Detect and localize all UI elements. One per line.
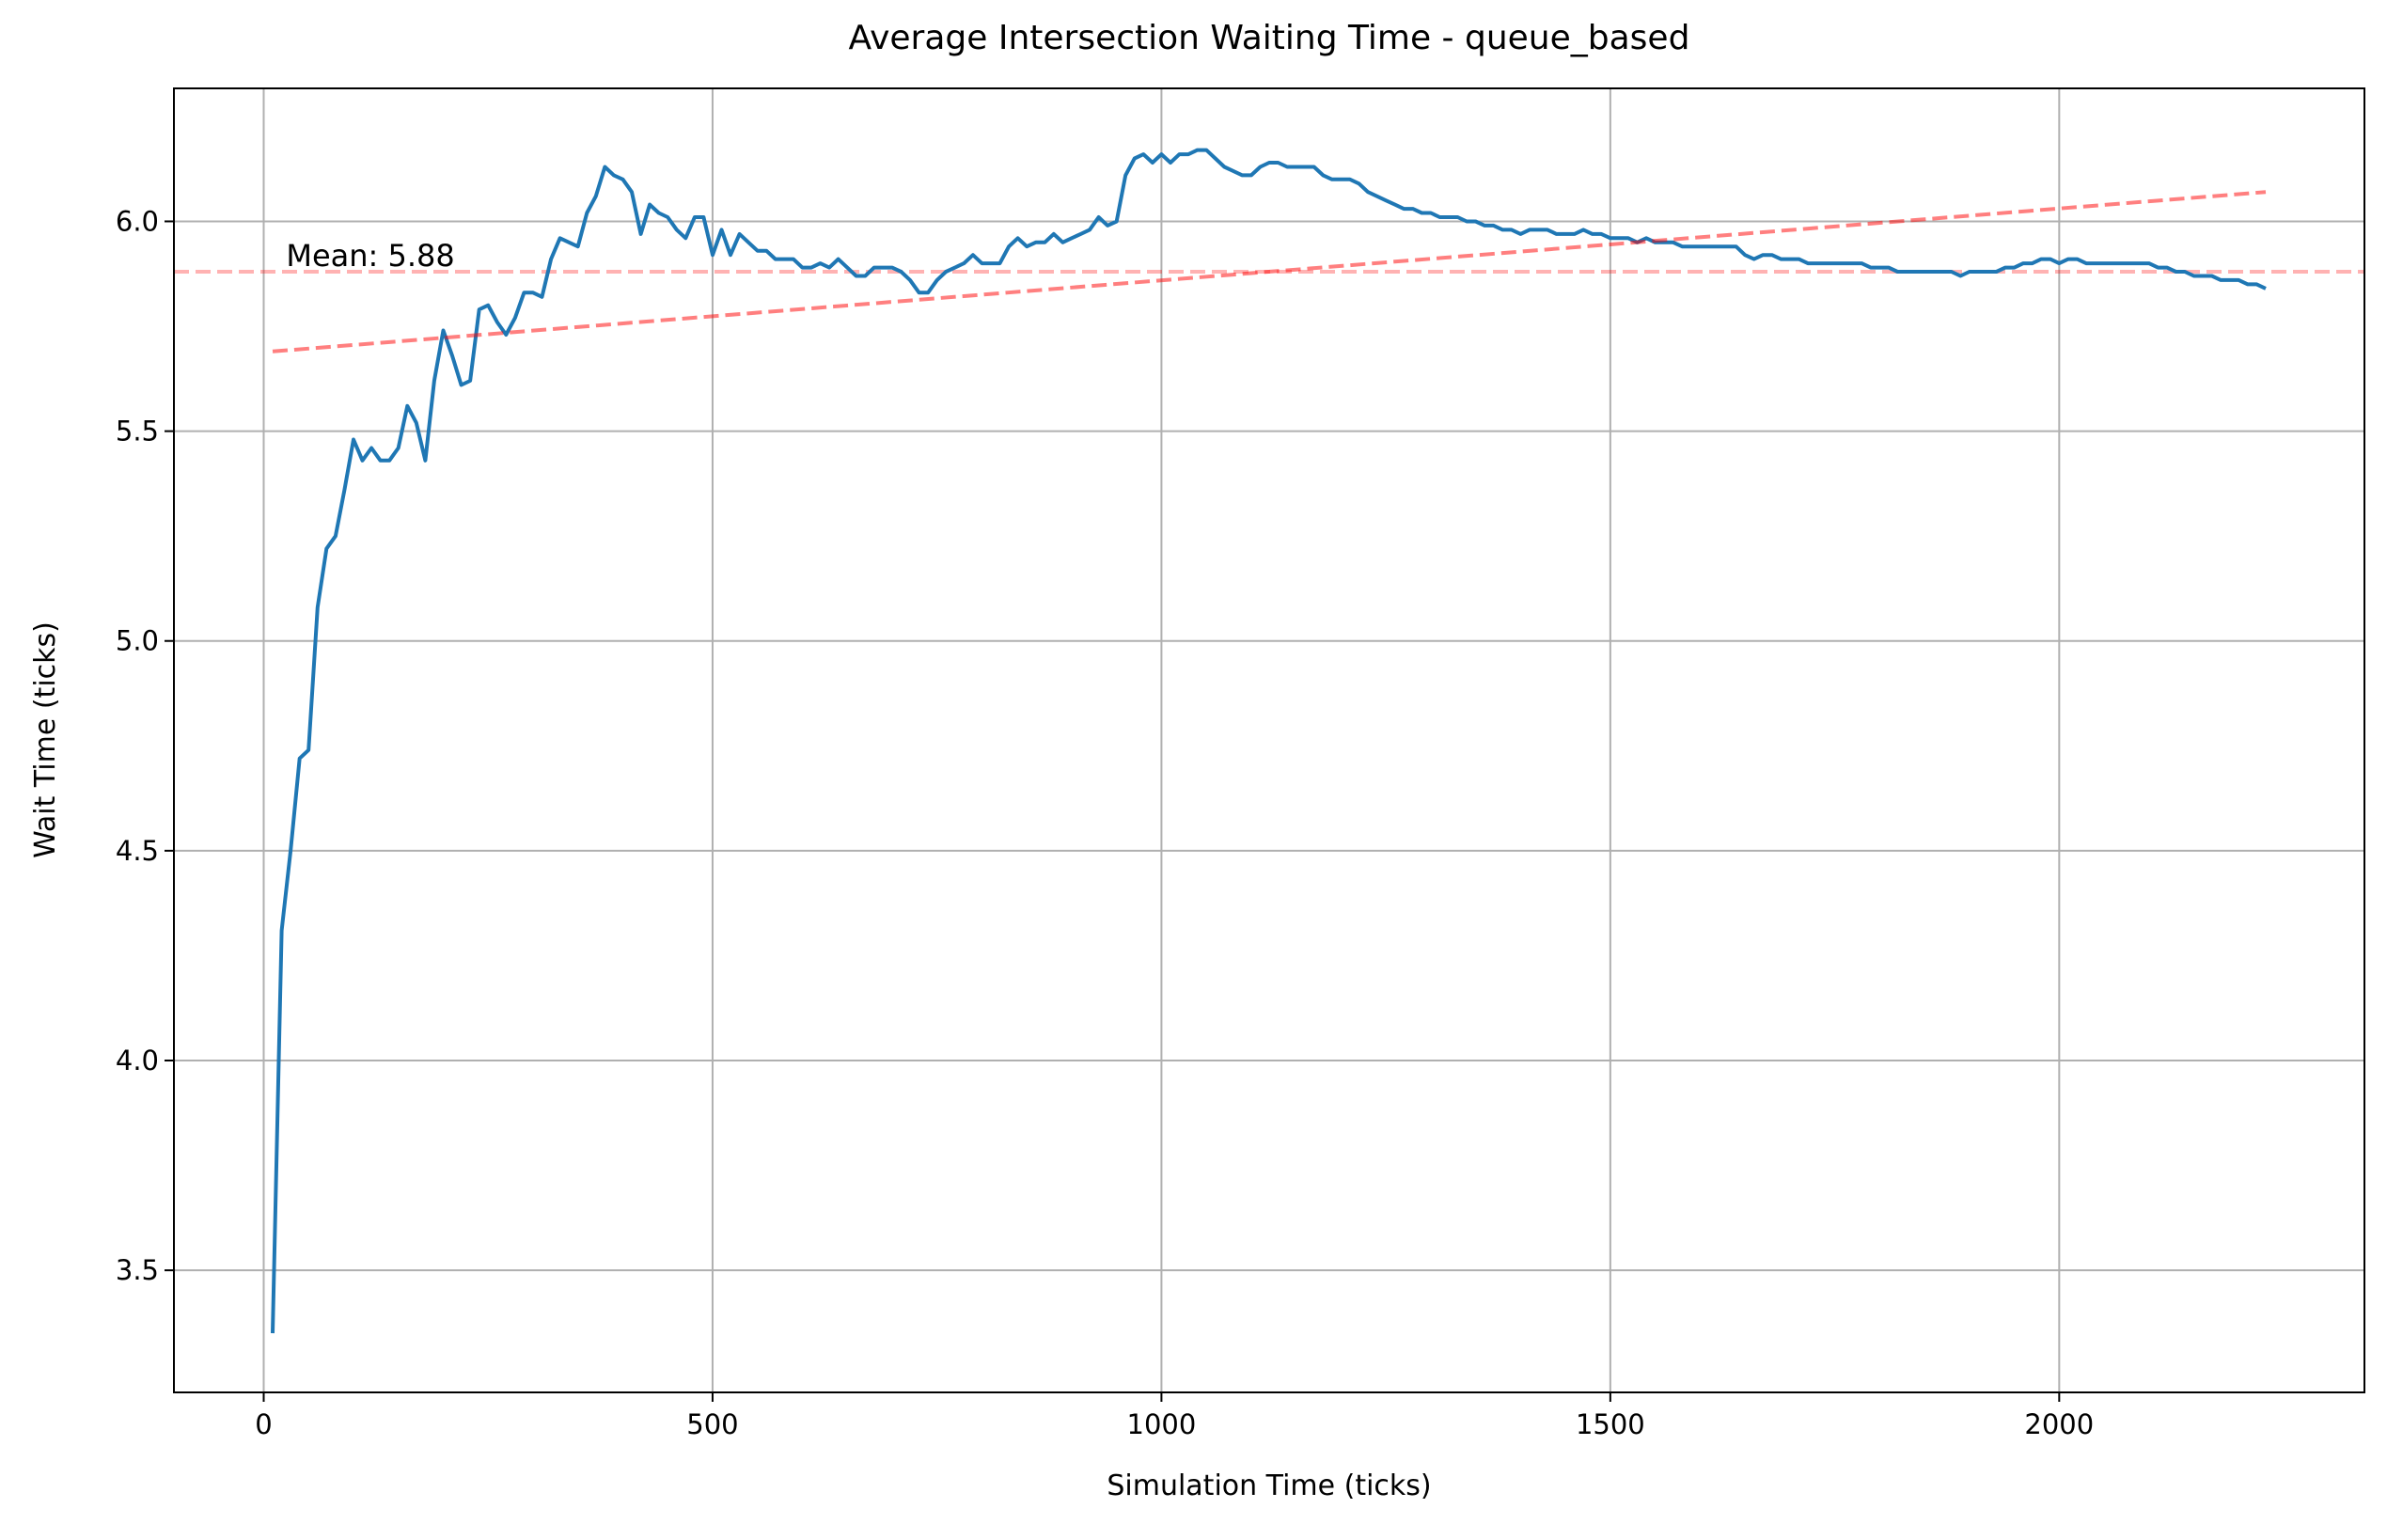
x-axis-label: Simulation Time (ticks): [1107, 1469, 1431, 1502]
x-tick-label: 500: [686, 1408, 738, 1440]
y-tick-label: 6.0: [116, 205, 159, 237]
y-tick-label: 4.5: [116, 835, 159, 867]
y-tick-label: 4.0: [116, 1045, 159, 1076]
x-tick-label: 1000: [1127, 1408, 1197, 1440]
y-tick-label: 5.5: [116, 416, 159, 448]
mean-annotation: Mean: 5.88: [286, 238, 454, 274]
y-axis-label: Wait Time (ticks): [29, 621, 62, 858]
line-series: [271, 148, 2267, 1334]
chart-title: Average Intersection Waiting Time - queu…: [849, 19, 1690, 57]
x-tick-label: 0: [255, 1408, 272, 1440]
plot-frame: [173, 87, 2365, 1393]
y-tick-label: 5.0: [116, 625, 159, 657]
y-tick-label: 3.5: [116, 1254, 159, 1286]
trend-line: [272, 190, 2267, 354]
x-tick-label: 1500: [1576, 1408, 1645, 1440]
x-tick-label: 2000: [2024, 1408, 2094, 1440]
